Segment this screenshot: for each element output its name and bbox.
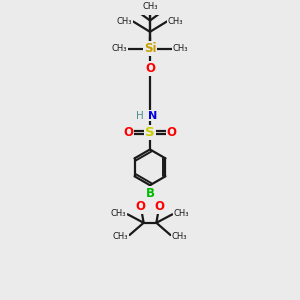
Text: O: O <box>136 200 146 213</box>
Text: O: O <box>145 62 155 75</box>
Text: CH₃: CH₃ <box>113 232 128 241</box>
Text: S: S <box>145 126 155 139</box>
Text: O: O <box>123 126 134 139</box>
Text: CH₃: CH₃ <box>168 17 183 26</box>
Text: CH₃: CH₃ <box>117 17 132 26</box>
Text: CH₃: CH₃ <box>174 209 189 218</box>
Text: H: H <box>136 111 143 121</box>
Text: N: N <box>148 111 158 121</box>
Text: CH₃: CH₃ <box>172 232 187 241</box>
Text: CH₃: CH₃ <box>112 44 128 53</box>
Text: Si: Si <box>144 42 156 55</box>
Text: O: O <box>154 200 164 213</box>
Text: O: O <box>167 126 177 139</box>
Text: CH₃: CH₃ <box>142 2 158 11</box>
Text: B: B <box>146 187 154 200</box>
Text: CH₃: CH₃ <box>111 209 126 218</box>
Text: CH₃: CH₃ <box>172 44 188 53</box>
